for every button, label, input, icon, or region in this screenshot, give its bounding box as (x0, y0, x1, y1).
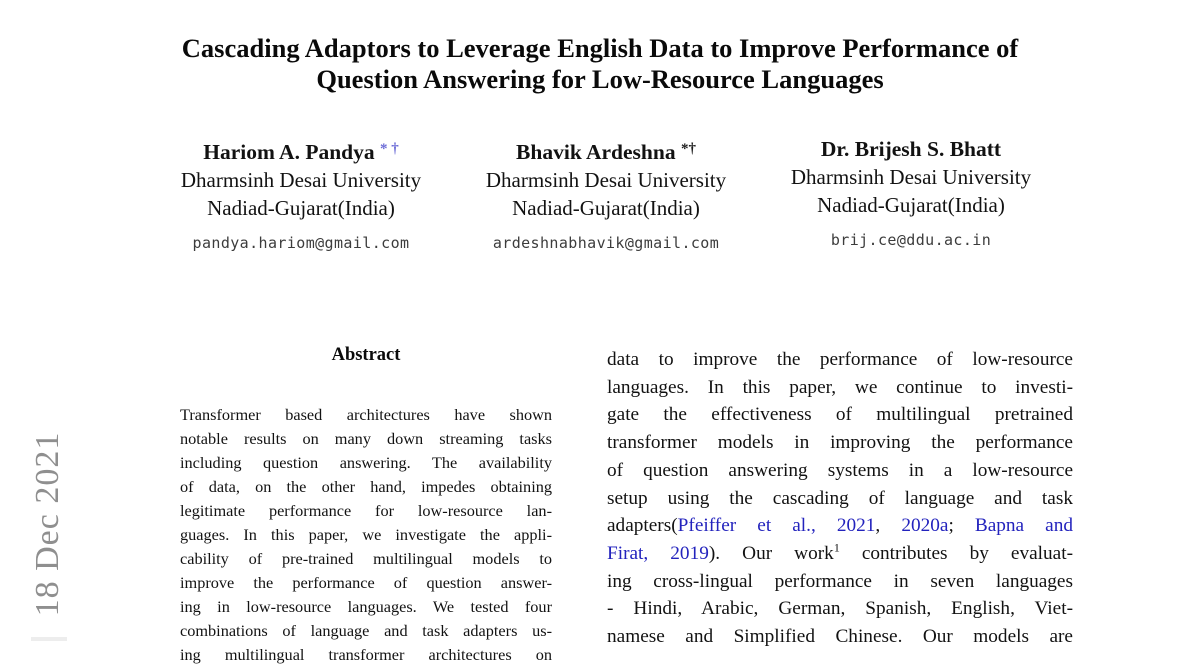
text-line: of data, on the other hand, impedes obta… (180, 477, 552, 496)
text-segment: adapters( (607, 515, 678, 537)
text-line: setup using the cascading of language an… (607, 487, 1073, 509)
abstract-heading: Abstract (331, 345, 401, 365)
text-line: improve the performance of question answ… (180, 573, 552, 592)
author-affiliation: Dharmsinh Desai University (180, 168, 422, 192)
text-line: - Hindi, Arabic, German, Spanish, Englis… (607, 598, 1073, 620)
arxiv-date-stamp: 18 Dec 2021 (29, 431, 66, 617)
citation-link[interactable]: Pfeiffer et al., 2021 (677, 515, 876, 537)
authors-row: Hariom A. Pandya * † Dharmsinh Desai Uni… (150, 135, 1062, 257)
text-line: combinations of language and task adapte… (180, 621, 552, 640)
text-line: ing multilingual transformer architectur… (180, 645, 552, 664)
author-location: Nadiad-Gujarat(India) (512, 196, 700, 220)
body-text-column: data to improve the performance of low-r… (607, 346, 1073, 651)
text-line: transformer models in improving the perf… (607, 432, 1073, 454)
author-name-text: Bhavik Ardeshna (516, 140, 676, 164)
author-name-text: Dr. Brijesh S. Bhatt (820, 137, 1002, 161)
text-line: languages. In this paper, we continue to… (607, 376, 1073, 398)
text-line: including question answering. The availa… (180, 453, 552, 472)
author-email: brij.ce@ddu.ac.in (830, 231, 992, 249)
citation-link[interactable]: Bapna and (974, 515, 1074, 537)
text-segment: , (875, 515, 902, 537)
text-segment: ). Our work (708, 542, 834, 564)
text-line: of question answering systems in a low-r… (607, 459, 1073, 481)
author-card-2: Bhavik Ardeshna *† Dharmsinh Desai Unive… (455, 135, 757, 257)
text-line: guages. In this paper, we investigate th… (180, 525, 552, 544)
text-line: ing in low-resource languages. We tested… (180, 597, 552, 616)
citation-link[interactable]: Firat, 2019 (607, 542, 709, 564)
author-affiliation: Dharmsinh Desai University (485, 168, 727, 192)
text-line: gate the effectiveness of multilingual p… (607, 404, 1073, 426)
paper-title: Cascading Adaptors to Leverage English D… (0, 33, 1200, 95)
paper-title-line2: Question Answering for Low-Resource Lang… (316, 64, 884, 94)
text-segment: contributes by evaluat- (839, 542, 1073, 564)
author-footnote-markers[interactable]: * † (380, 141, 399, 157)
paper-title-line1: Cascading Adaptors to Leverage English D… (181, 33, 1019, 63)
text-line: data to improve the performance of low-r… (607, 349, 1073, 370)
author-footnote-markers[interactable]: *† (680, 141, 696, 157)
author-email: pandya.hariom@gmail.com (192, 234, 410, 252)
abstract-text: Transformer based architectures have sho… (180, 403, 552, 667)
text-line: notable results on many down streaming t… (180, 429, 552, 448)
author-location: Nadiad-Gujarat(India) (817, 193, 1005, 217)
text-line: legitimate performance for low-resource … (180, 501, 552, 520)
text-line: cability of pre-trained multilingual mod… (180, 549, 552, 568)
text-line: adapters(Pfeiffer et al., 2021, 2020a; B… (607, 512, 1073, 540)
citation-link[interactable]: 2020a (901, 515, 949, 537)
author-email: ardeshnabhavik@gmail.com (492, 234, 720, 252)
text-segment: ; (948, 515, 975, 537)
text-line: namese and Simplified Chinese. Our model… (607, 626, 1073, 648)
author-card-3: Dr. Brijesh S. Bhatt Dharmsinh Desai Uni… (760, 135, 1062, 257)
footnote-reference[interactable]: 1 (833, 540, 840, 555)
paper-page: { "colors": { "link_blue": "#2323bd", "s… (0, 33, 1200, 664)
author-name-text: Hariom A. Pandya (203, 140, 375, 164)
author-name: Dr. Brijesh S. Bhatt (760, 135, 1062, 163)
arxiv-stamp-clipped-fragment (31, 637, 67, 641)
author-name: Hariom A. Pandya * † (150, 135, 452, 166)
author-name: Bhavik Ardeshna *† (455, 135, 757, 166)
author-card-1: Hariom A. Pandya * † Dharmsinh Desai Uni… (150, 135, 452, 257)
author-location: Nadiad-Gujarat(India) (207, 196, 395, 220)
text-line: ing cross-lingual performance in seven l… (607, 570, 1073, 592)
text-line: Firat, 2019). Our work1 contributes by e… (607, 540, 1073, 568)
text-line: Transformer based architectures have sho… (180, 405, 552, 424)
author-affiliation: Dharmsinh Desai University (790, 165, 1032, 189)
abstract-section: Abstract Transformer based architectures… (180, 343, 552, 667)
